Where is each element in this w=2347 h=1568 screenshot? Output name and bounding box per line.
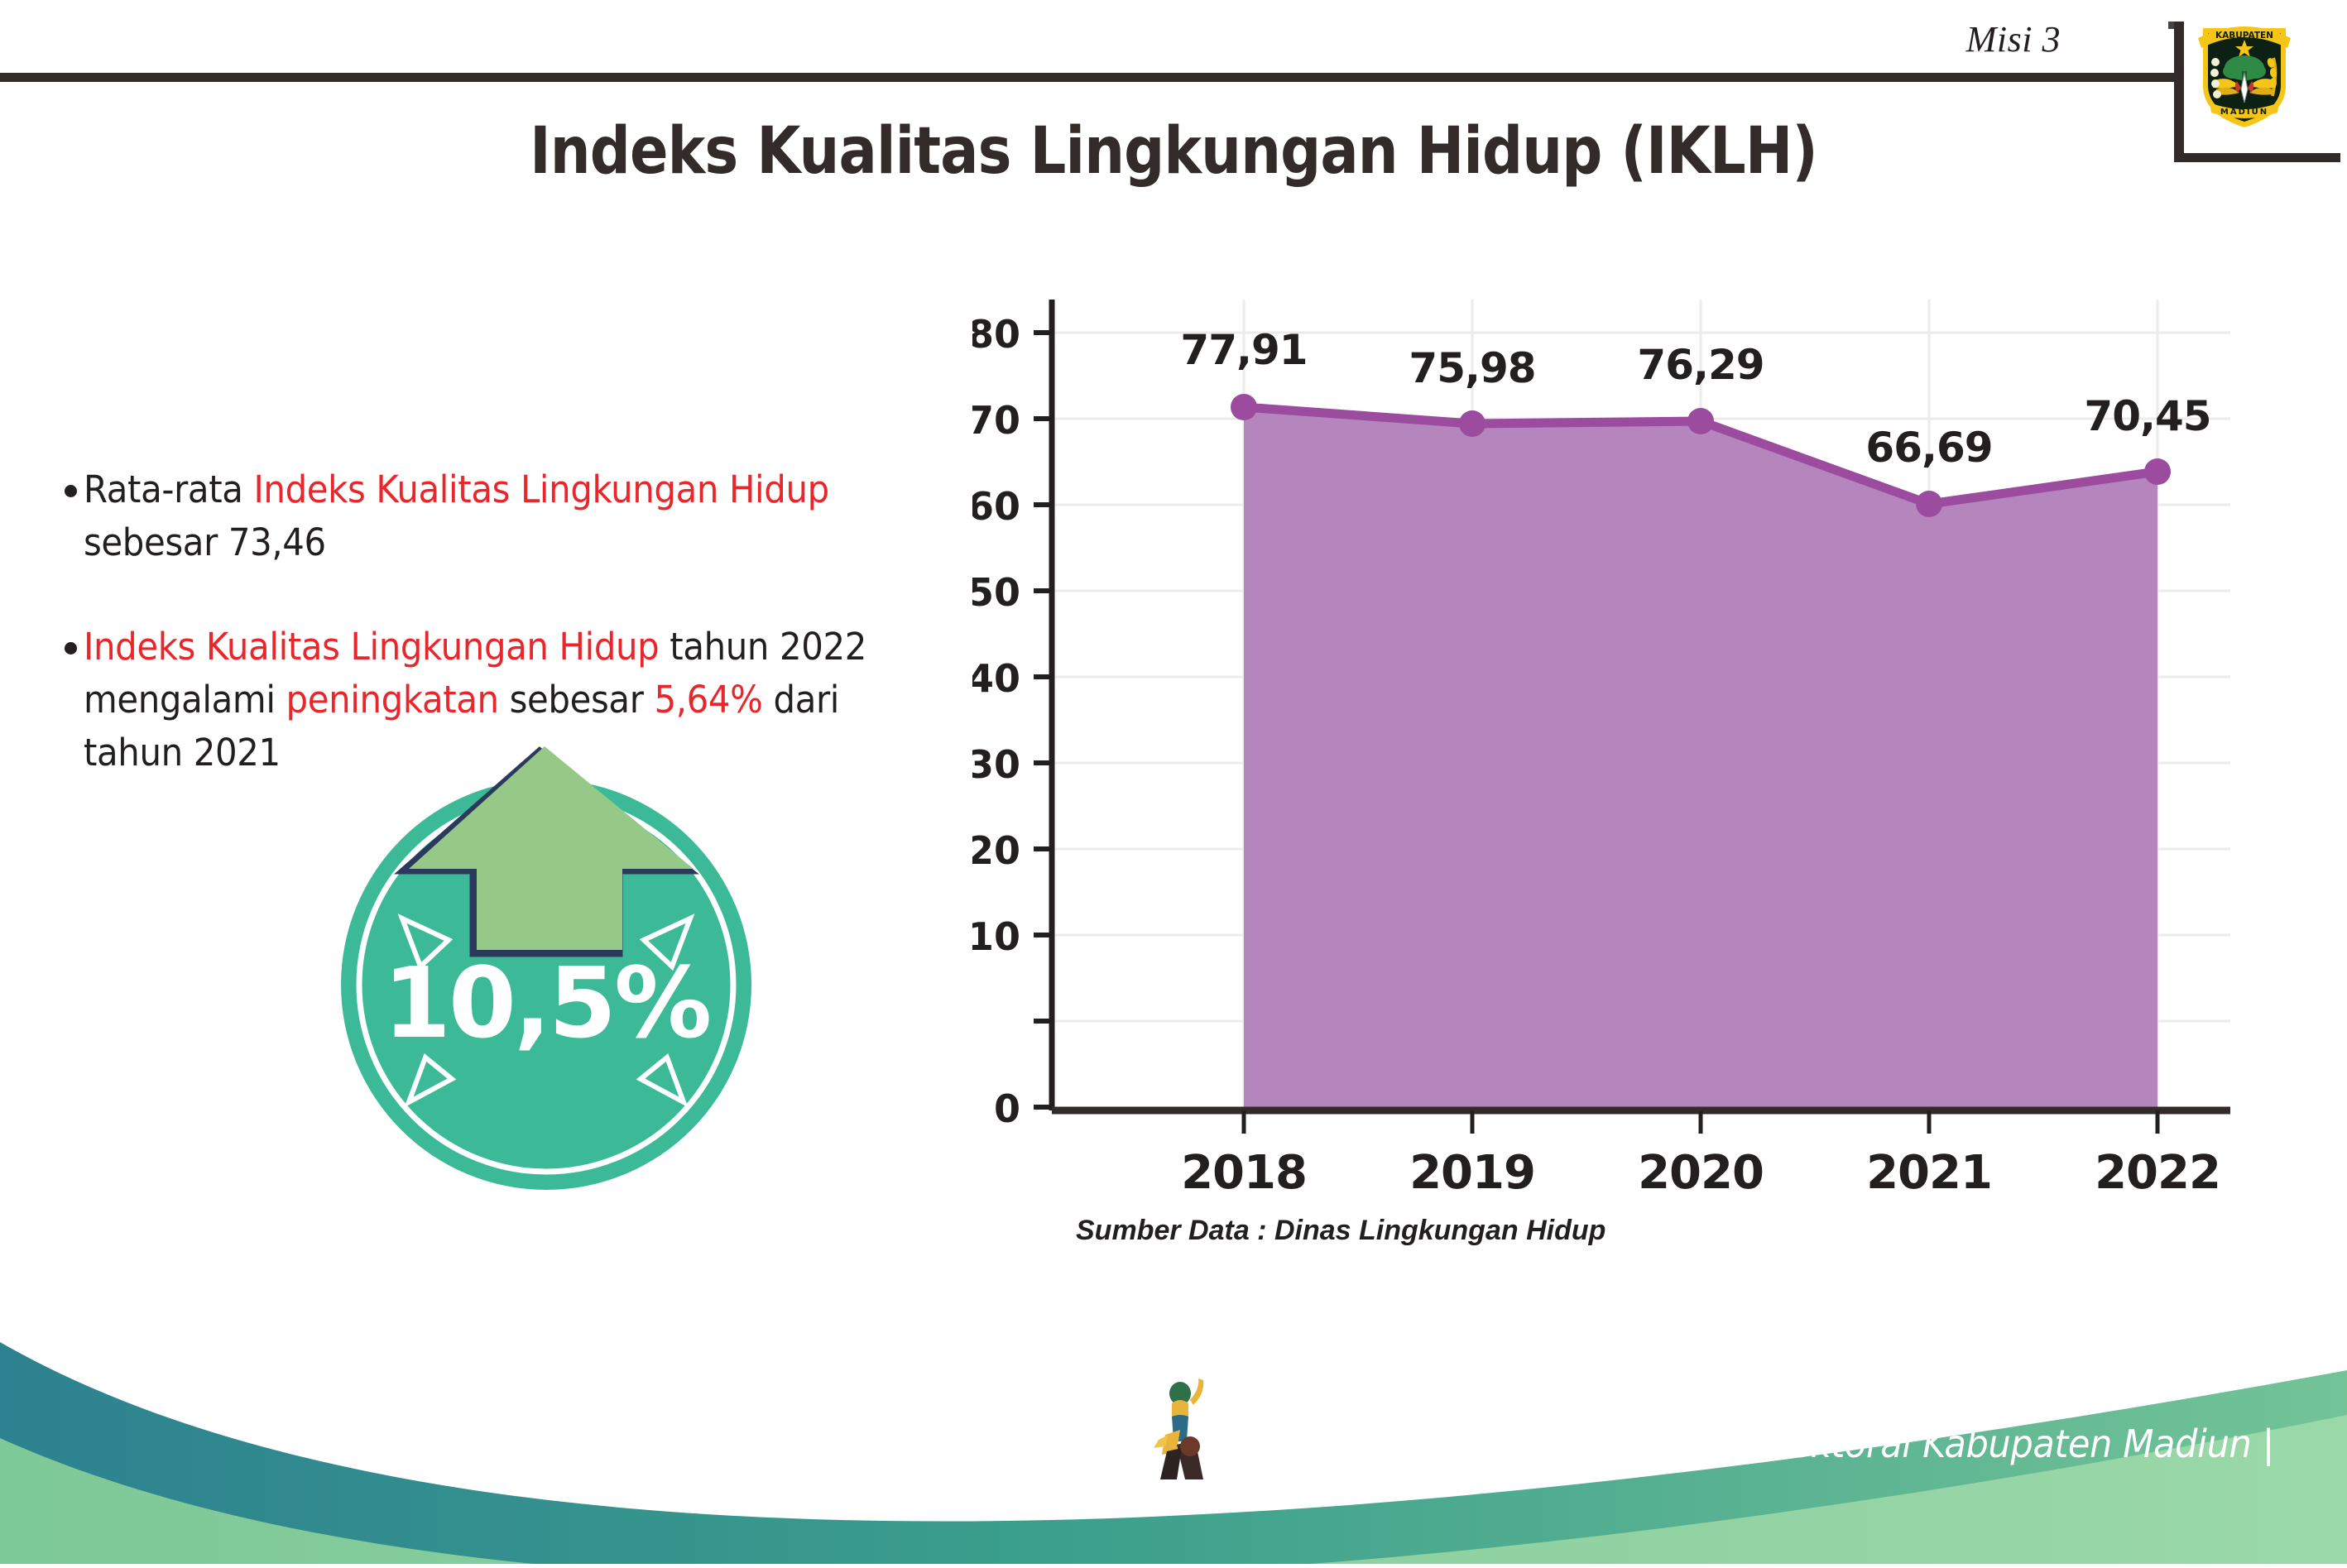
chart-area-fill	[1244, 407, 2157, 1107]
footer-wave-top	[0, 1342, 2347, 1564]
bullet-segment: tahun 2022 mengalami	[84, 624, 867, 722]
data-label-2020: 76,29	[1637, 341, 1764, 389]
insight-list: Rata-rata Indeks Kualitas Lingkungan Hid…	[65, 463, 967, 779]
data-point-2020	[1687, 408, 1714, 434]
x-tick-2018: 2018	[1181, 1146, 1307, 1200]
source-note: Sumber Data : Dinas Lingkungan Hidup	[1076, 1215, 1606, 1246]
y-tick-60: 60	[972, 484, 1020, 529]
bullet-segment-highlight: 5,64%	[654, 677, 763, 722]
y-tick-50: 50	[972, 570, 1020, 615]
kabupaten-madiun-emblem-icon: KABUPATEN MADIUN	[2191, 10, 2297, 131]
bracket-horizontal	[2174, 153, 2340, 162]
y-axis-ticks	[1034, 330, 1052, 1110]
data-label-2019: 75,98	[1409, 344, 1535, 392]
increase-badge: 10,5%	[323, 745, 770, 1192]
emblem-bottom-text: MADIUN	[2220, 108, 2268, 117]
bullet-segment: dari tahun 2021	[84, 677, 840, 774]
footer-text: Media Infografis Data Statistik Sektoral…	[1226, 1422, 2274, 1466]
footer: Media Infografis Data Statistik Sektoral…	[0, 1291, 2347, 1568]
footer-wave-bottom	[0, 1415, 2347, 1568]
bullet-segment-highlight: Indeks Kualitas Lingkungan Hidup	[253, 468, 829, 511]
bullet-segment: Rata-rata	[84, 468, 254, 511]
data-label-2022: 70,45	[2084, 392, 2210, 440]
badge-arrow-mark-top-left	[397, 913, 454, 971]
bracket-vertical	[2174, 22, 2184, 162]
data-point-2018	[1231, 394, 1257, 420]
data-label-2018: 77,91	[1180, 326, 1307, 374]
y-tick-80: 80	[972, 312, 1020, 357]
list-item: Rata-rata Indeks Kualitas Lingkungan Hid…	[65, 463, 967, 569]
bullet-dot-icon	[65, 485, 77, 497]
x-tick-2021: 2021	[1866, 1146, 1992, 1200]
statistik-figure-logo-icon	[1152, 1375, 1228, 1484]
list-item: Indeks Kualitas Lingkungan Hidup tahun 2…	[65, 621, 967, 779]
data-point-2022	[2144, 458, 2171, 485]
page-title: Indeks Kualitas Lingkungan Hidup (IKLH)	[530, 114, 1818, 189]
emblem-top-text: KABUPATEN	[2215, 31, 2273, 41]
badge-circle	[341, 779, 751, 1190]
x-tick-2019: 2019	[1409, 1146, 1535, 1200]
x-tick-2022: 2022	[2095, 1146, 2220, 1200]
x-axis-ticks	[1241, 1110, 2160, 1134]
header-rule	[0, 73, 2174, 82]
y-tick-20: 20	[972, 828, 1020, 873]
data-point-2019	[1459, 410, 1485, 437]
mission-label: Misi 3	[1965, 19, 2061, 60]
footer-waves	[0, 1342, 2347, 1568]
badge-arrow-mark-bottom-right	[636, 1053, 689, 1108]
y-tick-0: 0	[994, 1086, 1020, 1131]
x-tick-2020: 2020	[1638, 1146, 1764, 1200]
bullet-text: Rata-rata Indeks Kualitas Lingkungan Hid…	[84, 463, 905, 569]
y-tick-70: 70	[972, 398, 1020, 443]
bullet-segment: sebesar	[498, 677, 655, 722]
bullet-dot-icon	[65, 641, 77, 655]
bullet-segment-highlight: peningkatan	[286, 677, 500, 722]
up-arrow-fill	[409, 746, 694, 950]
y-tick-30: 30	[972, 742, 1020, 787]
bullet-segment: sebesar 73,46	[84, 520, 326, 564]
bullet-segment-highlight: Indeks Kualitas Lingkungan Hidup	[84, 624, 660, 669]
y-tick-40: 40	[972, 656, 1020, 701]
bullet-text: Indeks Kualitas Lingkungan Hidup tahun 2…	[84, 621, 905, 779]
y-tick-10: 10	[972, 914, 1020, 959]
badge-arrow-mark-top-right	[639, 913, 695, 971]
chart-svg: 77,91 75,98 76,29 66,69 70,45 80 70 60 5…	[972, 300, 2230, 1200]
data-label-2021: 66,69	[1865, 424, 1992, 472]
chart-markers	[1231, 394, 2171, 517]
iklh-area-chart: 77,91 75,98 76,29 66,69 70,45 80 70 60 5…	[972, 291, 2230, 1210]
data-point-2021	[1916, 491, 1942, 517]
badge-arrow-mark-bottom-left	[404, 1053, 457, 1108]
